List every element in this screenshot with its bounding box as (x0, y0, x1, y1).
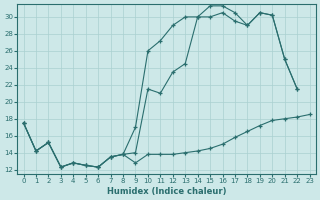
X-axis label: Humidex (Indice chaleur): Humidex (Indice chaleur) (107, 187, 226, 196)
